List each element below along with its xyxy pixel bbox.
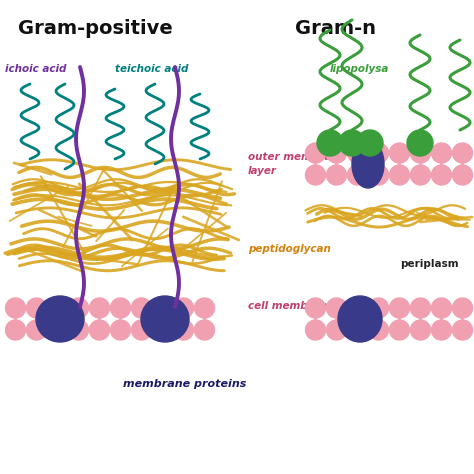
Circle shape: [131, 298, 152, 318]
Circle shape: [453, 298, 473, 318]
Circle shape: [69, 320, 89, 340]
Circle shape: [390, 298, 410, 318]
Circle shape: [347, 298, 367, 318]
Circle shape: [410, 298, 430, 318]
Text: periplasm: periplasm: [400, 259, 459, 269]
Circle shape: [173, 298, 193, 318]
Circle shape: [431, 165, 452, 185]
Circle shape: [90, 320, 109, 340]
Circle shape: [390, 165, 410, 185]
Circle shape: [407, 130, 433, 156]
Circle shape: [306, 143, 326, 163]
Circle shape: [410, 143, 430, 163]
Circle shape: [327, 320, 346, 340]
Circle shape: [368, 165, 389, 185]
Ellipse shape: [338, 296, 382, 342]
Circle shape: [194, 298, 215, 318]
Circle shape: [347, 143, 367, 163]
Text: membrane proteins: membrane proteins: [123, 379, 246, 389]
Circle shape: [347, 320, 367, 340]
Text: peptidoglycan: peptidoglycan: [248, 244, 331, 254]
Circle shape: [194, 320, 215, 340]
Circle shape: [410, 320, 430, 340]
Circle shape: [131, 320, 152, 340]
Text: teichoic acid: teichoic acid: [115, 64, 188, 74]
Circle shape: [453, 143, 473, 163]
Circle shape: [153, 320, 173, 340]
Circle shape: [47, 320, 67, 340]
Ellipse shape: [141, 296, 189, 342]
Circle shape: [327, 298, 346, 318]
Text: ichoic acid: ichoic acid: [5, 64, 66, 74]
Ellipse shape: [36, 296, 84, 342]
Text: cell membrane: cell membrane: [248, 301, 334, 311]
Circle shape: [110, 320, 130, 340]
Circle shape: [27, 320, 46, 340]
Circle shape: [173, 320, 193, 340]
Circle shape: [6, 298, 26, 318]
Text: Gram-positive: Gram-positive: [18, 19, 173, 38]
Text: Gram-n: Gram-n: [295, 19, 376, 38]
Text: outer membrane
layer: outer membrane layer: [248, 153, 346, 175]
Circle shape: [368, 320, 389, 340]
Circle shape: [110, 298, 130, 318]
Circle shape: [453, 165, 473, 185]
Ellipse shape: [352, 140, 384, 188]
Circle shape: [357, 130, 383, 156]
Circle shape: [153, 298, 173, 318]
Circle shape: [390, 320, 410, 340]
Circle shape: [69, 298, 89, 318]
Circle shape: [431, 320, 452, 340]
Circle shape: [90, 298, 109, 318]
Circle shape: [368, 298, 389, 318]
Circle shape: [431, 143, 452, 163]
Circle shape: [347, 165, 367, 185]
Circle shape: [317, 130, 343, 156]
Circle shape: [368, 143, 389, 163]
Circle shape: [327, 143, 346, 163]
Circle shape: [390, 143, 410, 163]
Circle shape: [306, 165, 326, 185]
Circle shape: [47, 298, 67, 318]
Circle shape: [327, 165, 346, 185]
Circle shape: [6, 320, 26, 340]
Circle shape: [431, 298, 452, 318]
Circle shape: [306, 298, 326, 318]
Circle shape: [339, 130, 365, 156]
Text: lipopolysa: lipopolysa: [330, 64, 389, 74]
Circle shape: [306, 320, 326, 340]
Circle shape: [410, 165, 430, 185]
Circle shape: [453, 320, 473, 340]
Circle shape: [27, 298, 46, 318]
